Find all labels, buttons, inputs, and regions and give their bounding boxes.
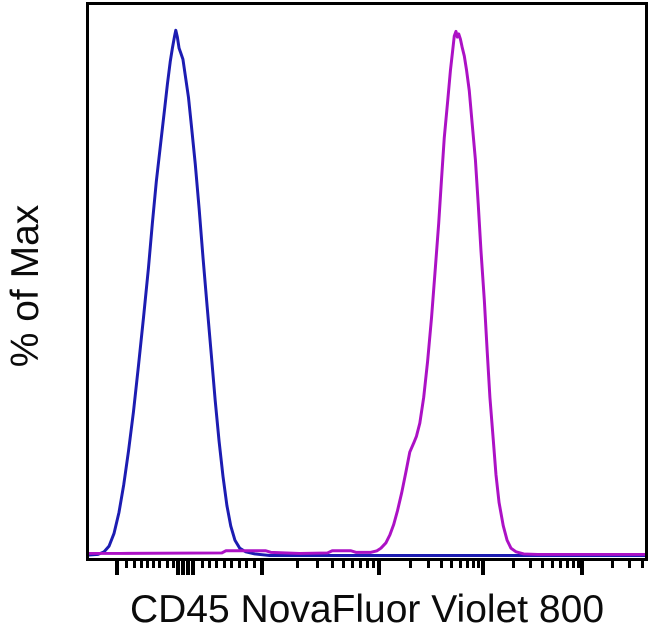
x-axis-major-tick xyxy=(181,561,186,575)
x-axis-major-tick xyxy=(376,561,381,575)
x-axis-minor-tick xyxy=(551,561,555,568)
x-axis-minor-tick xyxy=(158,561,161,568)
x-axis-minor-tick xyxy=(125,561,129,568)
x-axis-minor-tick xyxy=(571,561,575,568)
x-axis-minor-tick xyxy=(471,561,475,568)
x-axis-minor-tick xyxy=(559,561,563,568)
x-axis-minor-tick xyxy=(640,561,644,568)
x-axis-minor-tick xyxy=(133,561,137,568)
x-axis-minor-tick xyxy=(316,561,320,568)
x-axis-minor-tick xyxy=(628,561,632,568)
x-axis-minor-tick xyxy=(351,561,355,568)
x-axis-minor-tick xyxy=(427,561,431,568)
x-axis-minor-tick xyxy=(371,561,375,568)
x-axis-major-tick xyxy=(580,561,585,575)
x-axis-minor-tick xyxy=(295,561,299,568)
x-axis-minor-tick xyxy=(565,561,569,568)
x-axis-minor-tick xyxy=(200,561,204,568)
plot-svg xyxy=(89,28,645,558)
x-axis-major-tick xyxy=(176,561,181,575)
x-axis-minor-tick xyxy=(214,561,218,568)
x-axis-minor-tick xyxy=(253,561,257,568)
x-axis-minor-tick xyxy=(222,561,226,568)
magenta-histogram-curve xyxy=(89,29,645,556)
x-axis-minor-tick xyxy=(511,561,515,568)
x-axis-major-tick xyxy=(191,561,196,575)
x-axis-minor-tick xyxy=(238,561,242,568)
x-axis-minor-tick xyxy=(171,561,175,568)
x-axis-minor-tick xyxy=(610,561,614,568)
x-axis-minor-tick xyxy=(330,561,334,568)
x-axis-minor-tick xyxy=(146,561,150,568)
x-axis-minor-tick xyxy=(541,561,545,568)
x-axis-minor-tick xyxy=(359,561,363,568)
x-axis-ticks xyxy=(89,561,645,577)
x-axis-minor-tick xyxy=(465,561,469,568)
x-axis-major-tick xyxy=(259,561,264,575)
x-axis-minor-tick xyxy=(207,561,211,568)
x-axis-minor-tick xyxy=(342,561,346,568)
x-axis-major-tick xyxy=(114,561,119,575)
blue-histogram-curve xyxy=(89,28,645,558)
x-axis-major-tick xyxy=(481,561,486,575)
x-axis-minor-tick xyxy=(450,561,454,568)
x-axis-minor-tick xyxy=(529,561,532,568)
x-axis-minor-tick xyxy=(458,561,462,568)
x-axis-minor-tick xyxy=(408,561,412,568)
x-axis-minor-tick xyxy=(366,561,369,568)
x-axis-minor-tick xyxy=(576,561,580,568)
x-axis-minor-tick xyxy=(440,561,444,568)
x-axis-minor-tick xyxy=(245,561,249,568)
x-axis-major-tick xyxy=(186,561,191,575)
y-axis-label: % of Max xyxy=(4,204,47,368)
x-axis-label: CD45 NovaFluor Violet 800 xyxy=(129,588,605,631)
x-axis-minor-tick xyxy=(140,561,144,568)
x-axis-minor-tick xyxy=(151,561,155,568)
plot-frame xyxy=(86,2,648,561)
x-axis-minor-tick xyxy=(476,561,480,568)
x-axis-minor-tick xyxy=(229,561,233,568)
x-axis-minor-tick xyxy=(165,561,169,568)
